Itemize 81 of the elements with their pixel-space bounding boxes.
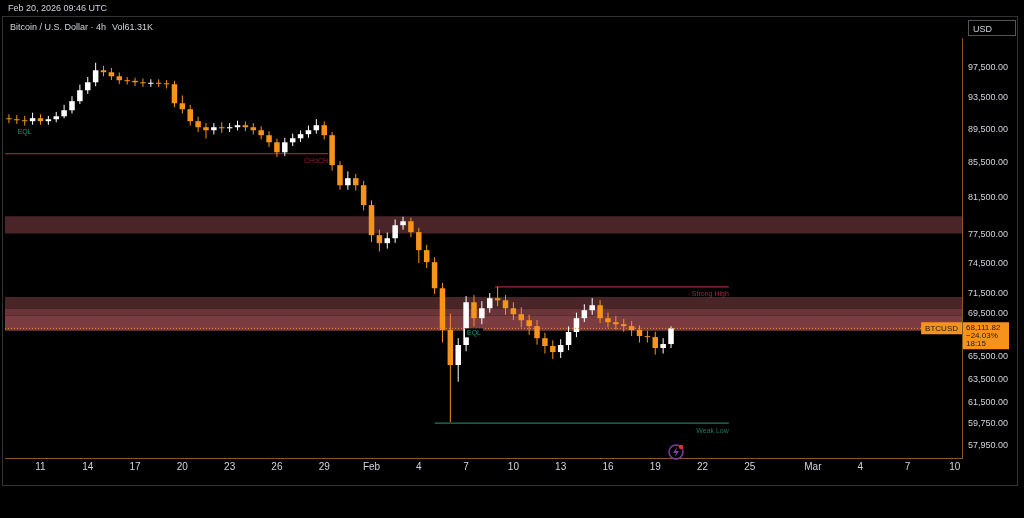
- chart-subtitle: Vol61.31K: [112, 22, 154, 32]
- candlestick: [171, 80, 178, 108]
- y-tick-label: 77,500.00: [968, 228, 1009, 239]
- candlestick: [203, 122, 209, 140]
- x-tick-label: 29: [318, 460, 331, 472]
- candlestick: [471, 294, 477, 327]
- candlestick: [660, 337, 666, 354]
- text: 18:15: [966, 338, 987, 348]
- x-tick-label: 26: [271, 460, 283, 472]
- x-tick-label: Feb: [362, 460, 381, 472]
- candlestick: [392, 219, 398, 244]
- x-tick-label: 7: [904, 460, 911, 472]
- y-tick-label: 69,500.00: [968, 308, 1009, 319]
- y-tick-label: 74,500.00: [968, 257, 1009, 268]
- candlestick: [416, 227, 422, 264]
- candlestick: [61, 104, 67, 119]
- candlestick: [455, 337, 461, 383]
- y-axis-title: USD: [968, 20, 1016, 36]
- candlestick: [542, 332, 548, 354]
- y-tick-label: 85,500.00: [968, 157, 1009, 168]
- y-tick-label: 63,500.00: [968, 373, 1009, 384]
- candlestick: [140, 78, 146, 88]
- candlestick: [77, 84, 83, 105]
- chart-title: Bitcoin / U.S. Dollar · 4h: [10, 22, 107, 32]
- y-tick-label: 81,500.00: [968, 192, 1009, 203]
- candlestick: [408, 217, 414, 238]
- candlestick: [597, 299, 603, 324]
- candlestick: [219, 121, 225, 134]
- candlestick: [69, 95, 75, 114]
- candlestick: [479, 300, 485, 325]
- candlestick: [282, 137, 288, 157]
- candlestick: [557, 338, 564, 359]
- x-tick-label: 25: [744, 460, 756, 472]
- candlestick: [211, 122, 217, 135]
- x-tick-label: 14: [82, 460, 94, 472]
- x-tick-label: 20: [176, 460, 189, 472]
- candlestick: [494, 286, 501, 307]
- candlestick: [337, 160, 343, 191]
- x-tick-label: 4: [857, 460, 864, 472]
- x-tick-label: 7: [463, 460, 470, 472]
- x-tick-label: 23: [224, 460, 236, 472]
- x-tick-label: 16: [602, 460, 614, 472]
- x-tick-label: 4: [416, 460, 423, 472]
- y-tick-label: 97,500.00: [968, 61, 1009, 72]
- candlestick: [550, 339, 556, 360]
- ref-line-label: 68,111.82: [966, 322, 1001, 332]
- x-tick-label: 11: [35, 460, 47, 472]
- x-tick-label: 17: [129, 460, 142, 472]
- candlestick: [274, 138, 280, 158]
- y-tick-label: 71,500.00: [968, 287, 1009, 298]
- candlestick: [195, 116, 201, 133]
- candlestick: [668, 325, 674, 349]
- candlestick: [376, 229, 383, 252]
- candlestick: [652, 331, 659, 356]
- candlestick: [502, 294, 509, 316]
- candlestick: [423, 244, 430, 269]
- candlestick: [360, 180, 367, 211]
- candlestick: [486, 292, 493, 314]
- x-tick-label: 22: [696, 460, 709, 472]
- x-tick-label: Mar: [804, 460, 823, 472]
- text: −24.03%: [966, 330, 998, 340]
- candlestick: [179, 94, 186, 114]
- candlestick: [400, 216, 406, 231]
- x-tick-label: 19: [649, 460, 662, 472]
- candlestick: [92, 62, 99, 87]
- y-tick-label: 61,500.00: [968, 397, 1009, 408]
- candlestick: [6, 113, 12, 124]
- candlestick: [187, 104, 193, 127]
- y-tick-label: 57,950.00: [968, 440, 1009, 451]
- annotation: BTCUSD: [925, 323, 959, 333]
- y-tick-label: 59,750.00: [968, 418, 1009, 429]
- text: Feb 20, 2026 09:46 UTC: [8, 3, 108, 13]
- candlestick: [345, 170, 351, 191]
- candlestick: [266, 130, 272, 148]
- x-tick-label: 13: [555, 460, 567, 472]
- y-tick-label: 89,500.00: [968, 124, 1009, 135]
- candlestick: [565, 325, 572, 351]
- x-tick-label: 10: [507, 460, 520, 472]
- y-tick-label: 65,500.00: [968, 351, 1009, 362]
- y-tick-label: 93,500.00: [968, 92, 1009, 103]
- x-tick-label: 10: [949, 460, 961, 472]
